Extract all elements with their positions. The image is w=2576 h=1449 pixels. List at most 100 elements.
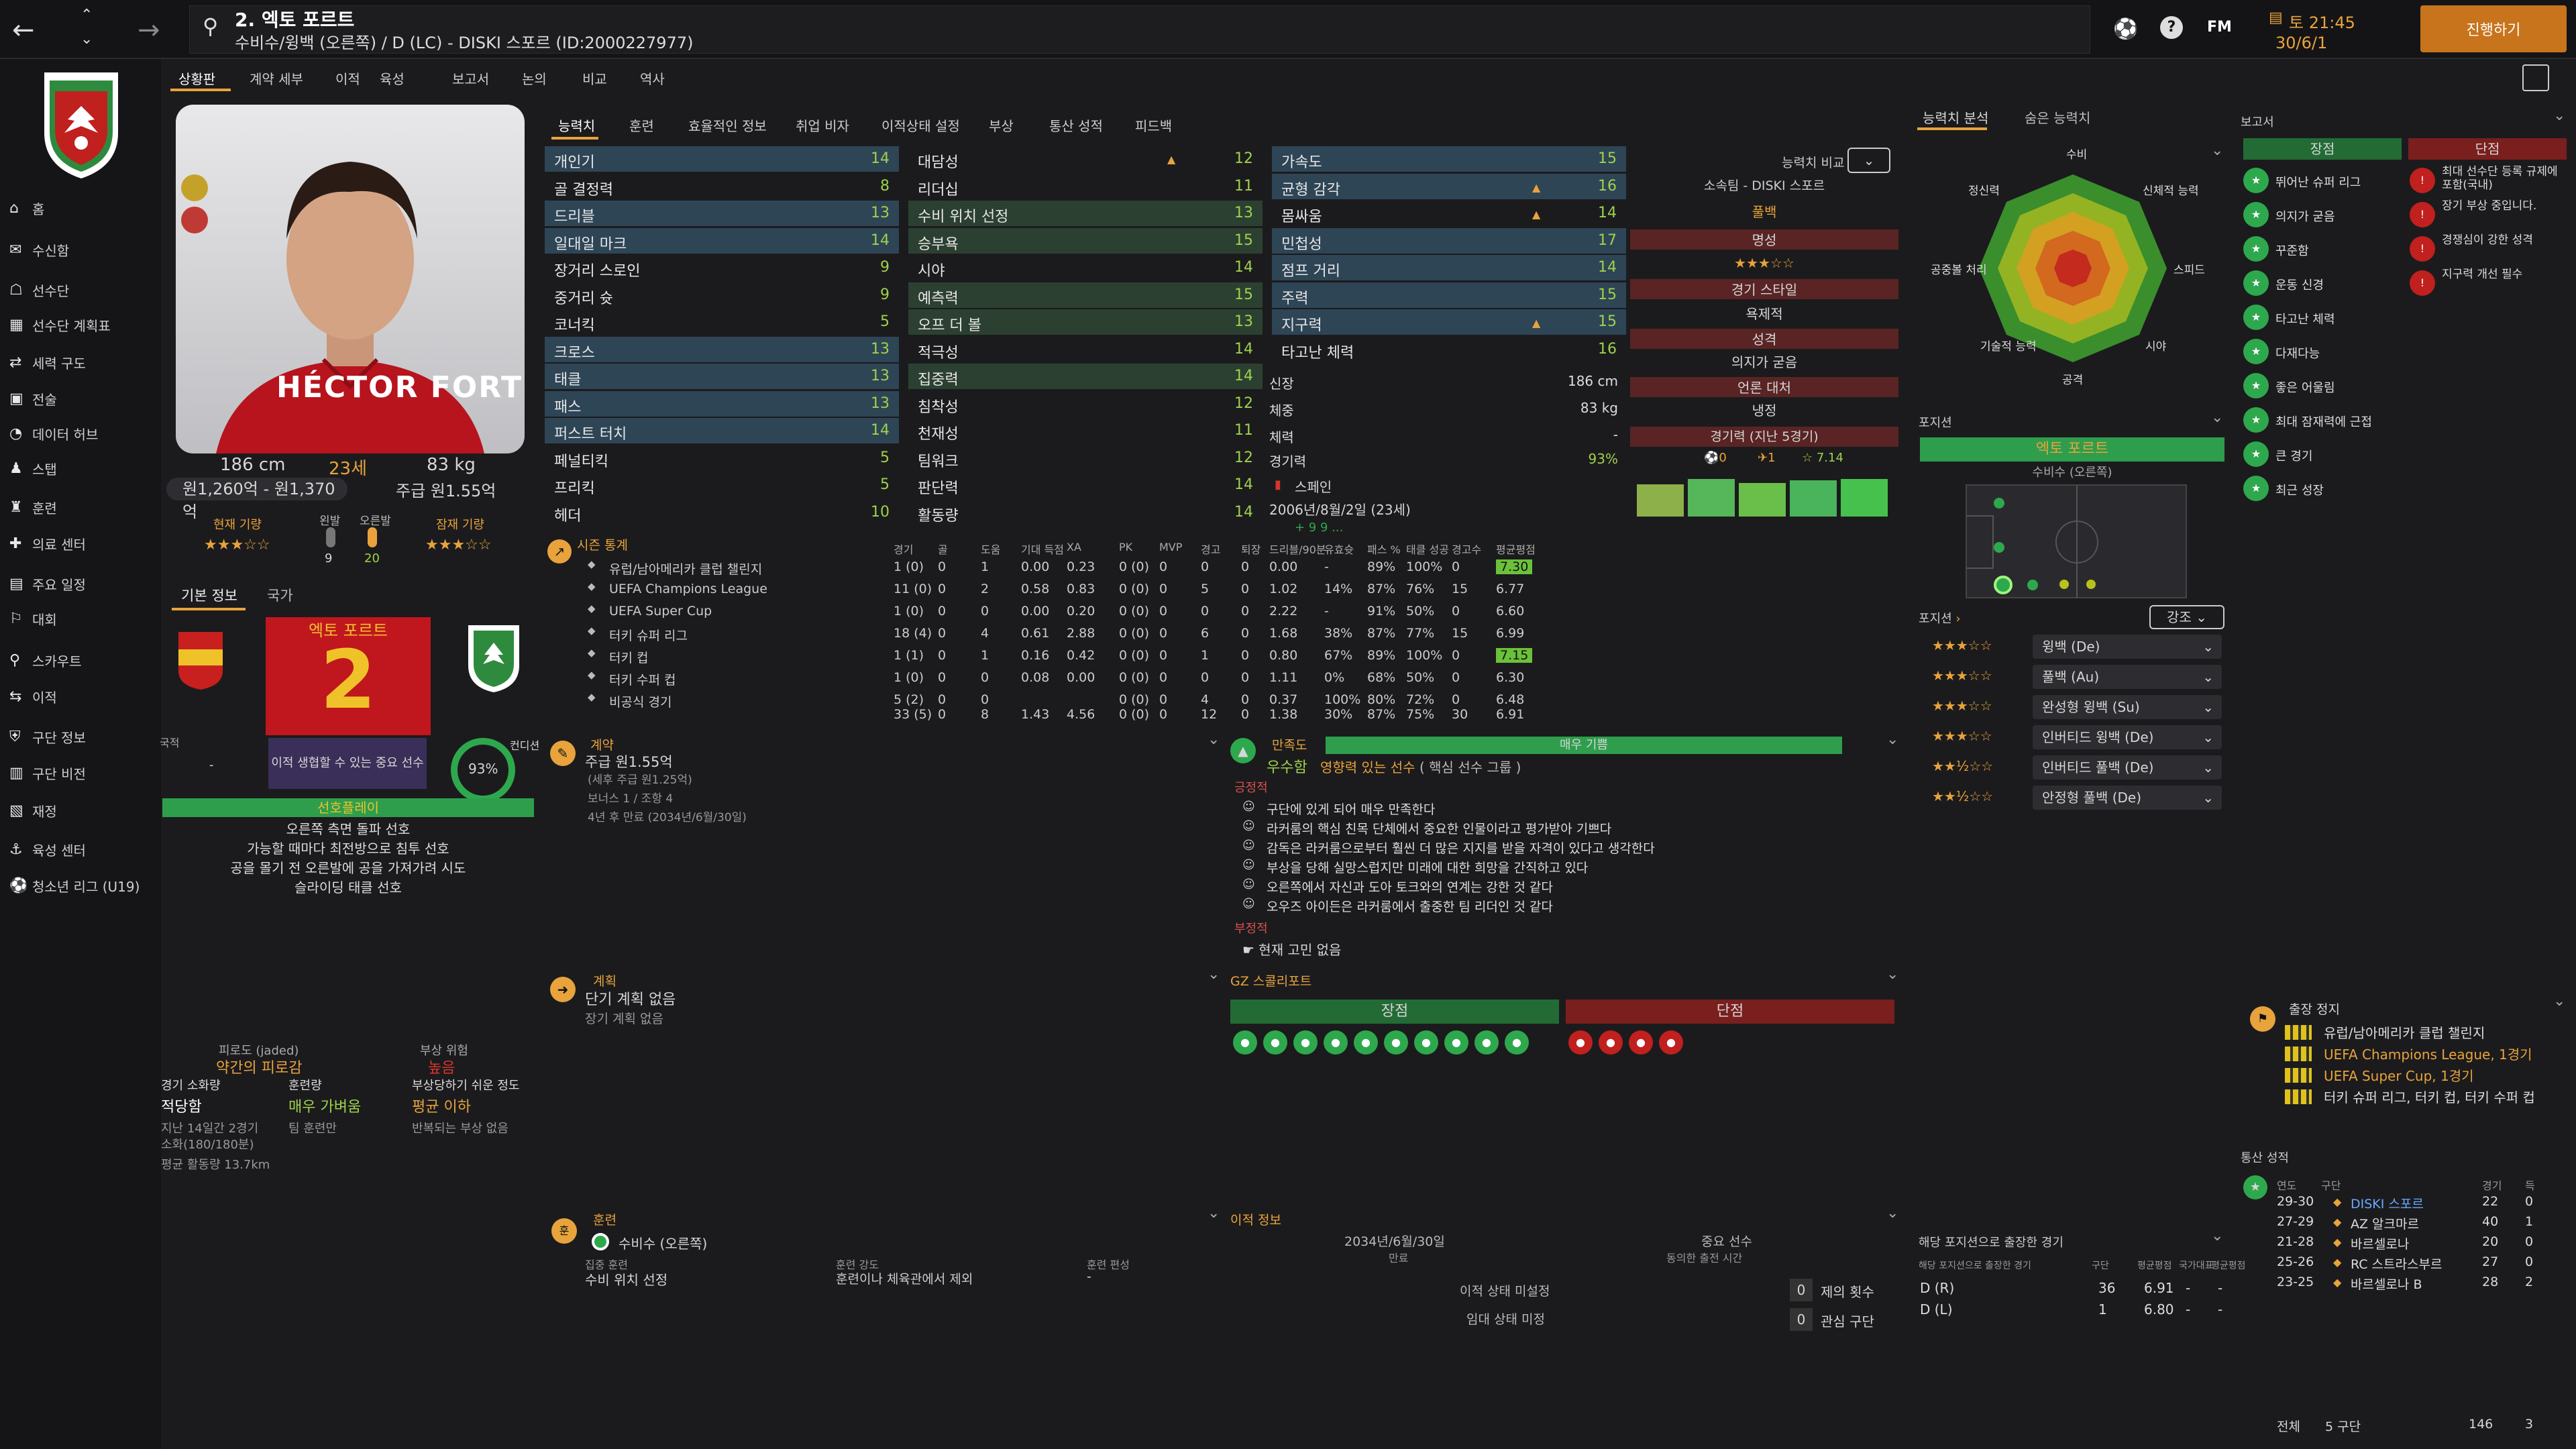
attr-tab[interactable]: 피드백	[1135, 118, 1173, 134]
club-crest[interactable]	[38, 66, 125, 180]
attribute-row[interactable]: 집중력 14	[908, 364, 1263, 389]
attr-tab[interactable]: 훈련	[629, 118, 654, 134]
attribute-row[interactable]: 프리킥 5	[545, 472, 899, 498]
search-icon[interactable]: ⚲	[203, 13, 219, 39]
attribute-row[interactable]: 지구력 15	[1272, 309, 1626, 335]
attribute-row[interactable]: 주력 15	[1272, 282, 1626, 308]
satisfaction-title[interactable]: 만족도	[1272, 738, 1307, 753]
nav-tab[interactable]: 논의	[522, 71, 547, 87]
nav-tab[interactable]: 보고서	[452, 71, 490, 87]
attribute-row[interactable]: 시야 14	[908, 255, 1263, 280]
plan-collapse-icon[interactable]: ⌄	[1208, 966, 1220, 983]
role-dropdown[interactable]: 윙백 (De) ⌄	[2033, 635, 2222, 659]
attribute-row[interactable]: 크로스 13	[545, 336, 899, 362]
sidebar-item[interactable]: ♜ 훈련	[9, 492, 157, 522]
role-filter-dropdown[interactable]: 강조 ⌄	[2149, 605, 2224, 629]
attribute-row[interactable]: 활동량 14	[908, 500, 1263, 525]
sidebar-item[interactable]: ⌂ 홈	[9, 193, 157, 223]
transfer-title[interactable]: 이적 정보	[1230, 1213, 1281, 1228]
attribute-row[interactable]: 일대일 마크 14	[545, 227, 899, 254]
ball-icon[interactable]: ⚽	[2113, 17, 2139, 41]
nav-tab[interactable]: 상황판	[178, 71, 216, 87]
attribute-row[interactable]: 예측력 15	[908, 282, 1263, 308]
tab-nation[interactable]: 국가	[267, 588, 293, 604]
screenshot-icon[interactable]	[2522, 64, 2549, 91]
attribute-row[interactable]: 페널티킥 5	[545, 445, 899, 471]
attribute-row[interactable]: 코너킥 5	[545, 309, 899, 335]
attribute-row[interactable]: 몸싸움 14	[1272, 201, 1626, 226]
attribute-row[interactable]: 민첩성 17	[1272, 227, 1626, 254]
training-collapse-icon[interactable]: ⌄	[1208, 1205, 1220, 1222]
attribute-row[interactable]: 중거리 슛 9	[545, 282, 899, 308]
sidebar-item[interactable]: ✉ 수신함	[9, 235, 157, 264]
sidebar-item[interactable]: ⇄ 세력 구도	[9, 347, 157, 377]
attribute-row[interactable]: 수비 위치 선정 13	[908, 201, 1263, 226]
sidebar-item[interactable]: ▤ 주요 일정	[9, 569, 157, 598]
forward-arrow-icon[interactable]: →	[138, 15, 160, 46]
sidebar-item[interactable]: ☖ 선수단	[9, 275, 157, 305]
tab-hidden-attributes[interactable]: 숨은 능력치	[2025, 110, 2091, 126]
report-collapse-icon[interactable]: ⌄	[2553, 107, 2566, 124]
attribute-row[interactable]: 팀워크 12	[908, 445, 1263, 471]
status-icon-yellow[interactable]	[181, 174, 208, 201]
attribute-row[interactable]: 승부욕 15	[908, 227, 1263, 254]
sidebar-item[interactable]: ⚐ 대회	[9, 604, 157, 633]
sidebar-item[interactable]: ◔ 데이터 허브	[9, 419, 157, 448]
sidebar-item[interactable]: ▦ 선수단 계획표	[9, 310, 157, 339]
sidebar-item[interactable]: ⛨ 구단 정보	[9, 722, 157, 751]
injury-icon[interactable]	[181, 207, 208, 233]
attribute-row[interactable]: 침착성 12	[908, 391, 1263, 417]
attribute-row[interactable]: 대담성 12	[908, 146, 1263, 172]
attr-tab[interactable]: 능력치	[558, 118, 596, 134]
attr-tab[interactable]: 효율적인 정보	[688, 118, 767, 134]
down-chevron-icon[interactable]: ⌄	[80, 31, 93, 48]
tab-basic-info[interactable]: 기본 정보	[181, 588, 237, 604]
positions-collapse-icon[interactable]: ⌄	[2211, 409, 2224, 426]
attribute-row[interactable]: 리더십 11	[908, 174, 1263, 199]
stats-header[interactable]: 시즌 통계	[577, 538, 628, 553]
attribute-row[interactable]: 판단력 14	[908, 472, 1263, 498]
sidebar-item[interactable]: ⚲ 스카우트	[9, 645, 157, 675]
nav-tab[interactable]: 계약 세부	[250, 71, 303, 87]
attribute-row[interactable]: 드리블 13	[545, 201, 899, 226]
nav-tab[interactable]: 역사	[640, 71, 665, 87]
attr-tab[interactable]: 부상	[989, 118, 1014, 134]
attribute-row[interactable]: 타고난 체력 16	[1272, 337, 1626, 362]
sidebar-item[interactable]: ⚓ 육성 센터	[9, 835, 157, 864]
role-dropdown[interactable]: 안정형 풀백 (De) ⌄	[2033, 786, 2222, 810]
spain-flag-badge[interactable]	[177, 631, 224, 691]
attribute-row[interactable]: 점프 거리 14	[1272, 255, 1626, 280]
nav-tab[interactable]: 육성	[380, 71, 405, 87]
role-dropdown[interactable]: 인버티드 윙백 (De) ⌄	[2033, 725, 2222, 749]
attribute-row[interactable]: 균형 감각 16	[1272, 173, 1626, 199]
attribute-row[interactable]: 골 결정력 8	[545, 174, 899, 199]
help-icon[interactable]: ?	[2160, 16, 2183, 39]
sidebar-item[interactable]: ✚ 의료 센터	[9, 529, 157, 558]
attribute-row[interactable]: 헤더 10	[545, 500, 899, 525]
sidebar-item[interactable]: ▧ 재정	[9, 796, 157, 825]
compare-dropdown[interactable]: ⌄	[1847, 148, 1890, 173]
role-dropdown[interactable]: 풀백 (Au) ⌄	[2033, 665, 2222, 689]
sidebar-item[interactable]: ▥ 구단 비전	[9, 758, 157, 788]
tab-attribute-analysis[interactable]: 능력치 분석	[1923, 110, 1989, 126]
fm-logo[interactable]: FM	[2207, 19, 2232, 36]
search-bar[interactable]	[189, 5, 2090, 54]
attr-tab[interactable]: 취업 비자	[796, 118, 849, 134]
attribute-row[interactable]: 퍼스트 터치 14	[545, 418, 899, 443]
transfer-collapse-icon[interactable]: ⌄	[1886, 1205, 1899, 1222]
contract-title[interactable]: 계약	[590, 738, 614, 753]
sidebar-item[interactable]: ⚽ 청소년 리그 (U19)	[9, 871, 157, 900]
suspension-collapse-icon[interactable]: ⌄	[2553, 993, 2566, 1010]
role-dropdown[interactable]: 인버티드 풀백 (De) ⌄	[2033, 755, 2222, 780]
attribute-row[interactable]: 가속도 15	[1272, 146, 1626, 172]
attr-tab[interactable]: 이적상태 설정	[881, 118, 960, 134]
attribute-row[interactable]: 태클 13	[545, 364, 899, 389]
sidebar-item[interactable]: ♟ 스탭	[9, 453, 157, 483]
attr-tab[interactable]: 통산 성적	[1049, 118, 1103, 134]
nav-tab[interactable]: 이적	[335, 71, 360, 87]
radar-collapse-icon[interactable]: ⌄	[2211, 142, 2224, 159]
role-dropdown[interactable]: 완성형 윙백 (Su) ⌄	[2033, 695, 2222, 719]
contract-collapse-icon[interactable]: ⌄	[1208, 731, 1220, 748]
player-value[interactable]: 원1,260억 - 원1,370억	[166, 478, 347, 521]
attribute-row[interactable]: 적극성 14	[908, 337, 1263, 362]
